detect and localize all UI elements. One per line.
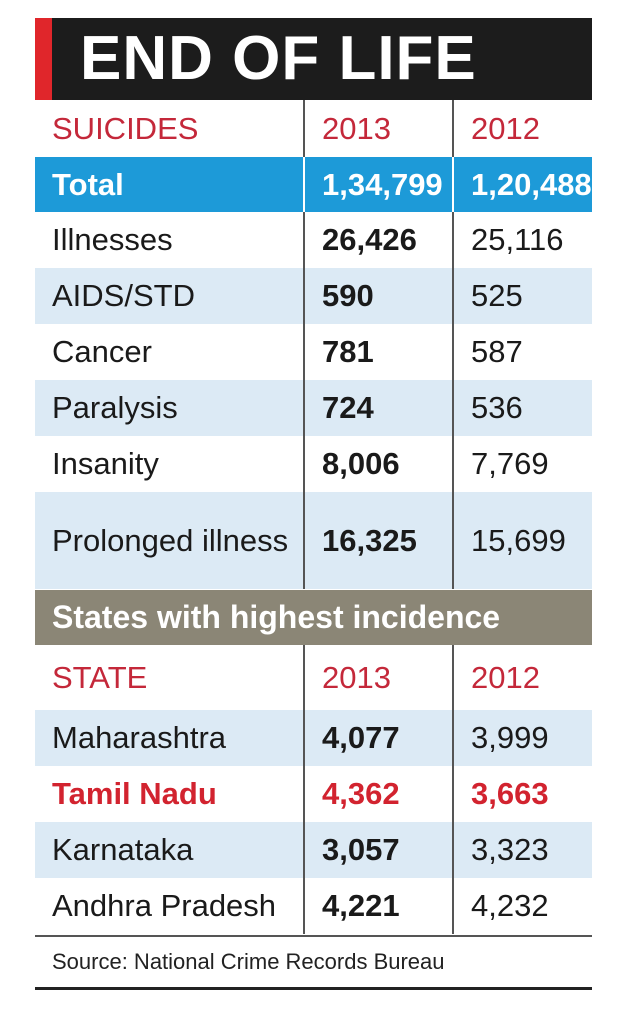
title-bar: END OF LIFE	[35, 18, 592, 100]
table-cell: Total	[52, 166, 124, 202]
table-cell: 3,999	[452, 710, 592, 766]
table-cell: 2012	[452, 100, 592, 157]
table-cell: Cancer	[52, 334, 152, 369]
table-cell: Maharashtra	[52, 720, 227, 755]
table-row: Tamil Nadu 4,362 3,663	[35, 766, 592, 822]
table-cell: 3,323	[452, 822, 592, 878]
table-row: Karnataka 3,057 3,323	[35, 822, 592, 878]
table-row: Andhra Pradesh 4,221 4,232	[35, 878, 592, 934]
table-cell: 2013	[303, 645, 452, 710]
table-row: Insanity 8,006 7,769	[35, 436, 592, 492]
table-row: Prolonged illness 16,325 15,699	[35, 492, 592, 589]
table-cell: SUICIDES	[52, 110, 199, 146]
table-cell: 4,221	[303, 878, 452, 934]
table-row: Cancer 781 587	[35, 324, 592, 380]
table-row: STATE 2013 2012	[35, 645, 592, 710]
table-cell: 26,426	[303, 212, 452, 268]
table-row: Maharashtra 4,077 3,999	[35, 710, 592, 766]
table-cell: 525	[452, 268, 592, 324]
table-cell: Insanity	[52, 446, 159, 481]
table-cell: 2013	[303, 100, 452, 157]
table-cell: Illnesses	[52, 222, 173, 257]
table-cell: 2012	[452, 645, 592, 710]
table-cell: STATE	[52, 659, 148, 695]
accent-stripe	[35, 18, 52, 100]
title: END OF LIFE	[80, 24, 477, 93]
table-cell: Andhra Pradesh	[52, 888, 277, 923]
table-cell: Paralysis	[52, 390, 178, 425]
table-cell: 587	[452, 324, 592, 380]
table-cell: 4,077	[303, 710, 452, 766]
source: Source: National Crime Records Bureau	[35, 935, 592, 987]
table-row: Paralysis 724 536	[35, 380, 592, 436]
table-cell: 4,362	[303, 766, 452, 822]
table-cell: 724	[303, 380, 452, 436]
table-cell: 781	[303, 324, 452, 380]
table-row: AIDS/STD 590 525	[35, 268, 592, 324]
table-cell: 25,116	[452, 212, 592, 268]
table-row: SUICIDES 2013 2012	[35, 100, 592, 157]
table-cell: 536	[452, 380, 592, 436]
table-cell: 7,769	[452, 436, 592, 492]
table-cell: 16,325	[303, 492, 452, 589]
table-cell: 15,699	[452, 492, 592, 589]
section-title: States with highest incidence	[35, 590, 592, 645]
table-cell: 1,34,799	[303, 157, 452, 212]
table-cell: 8,006	[303, 436, 452, 492]
table-cell: 3,663	[452, 766, 592, 822]
table-cell: AIDS/STD	[52, 278, 195, 313]
table-cell: 1,20,488	[452, 157, 592, 212]
table-cell: Prolonged illness	[52, 522, 289, 558]
table-row: Illnesses 26,426 25,116	[35, 212, 592, 268]
table-cell: 3,057	[303, 822, 452, 878]
infographic: END OF LIFE States with highest incidenc…	[35, 18, 592, 990]
table-cell: 4,232	[452, 878, 592, 934]
table-row: Total 1,34,799 1,20,488	[35, 157, 592, 212]
table-cell: Tamil Nadu	[52, 776, 217, 811]
table-cell: Karnataka	[52, 832, 194, 867]
table-cell: 590	[303, 268, 452, 324]
